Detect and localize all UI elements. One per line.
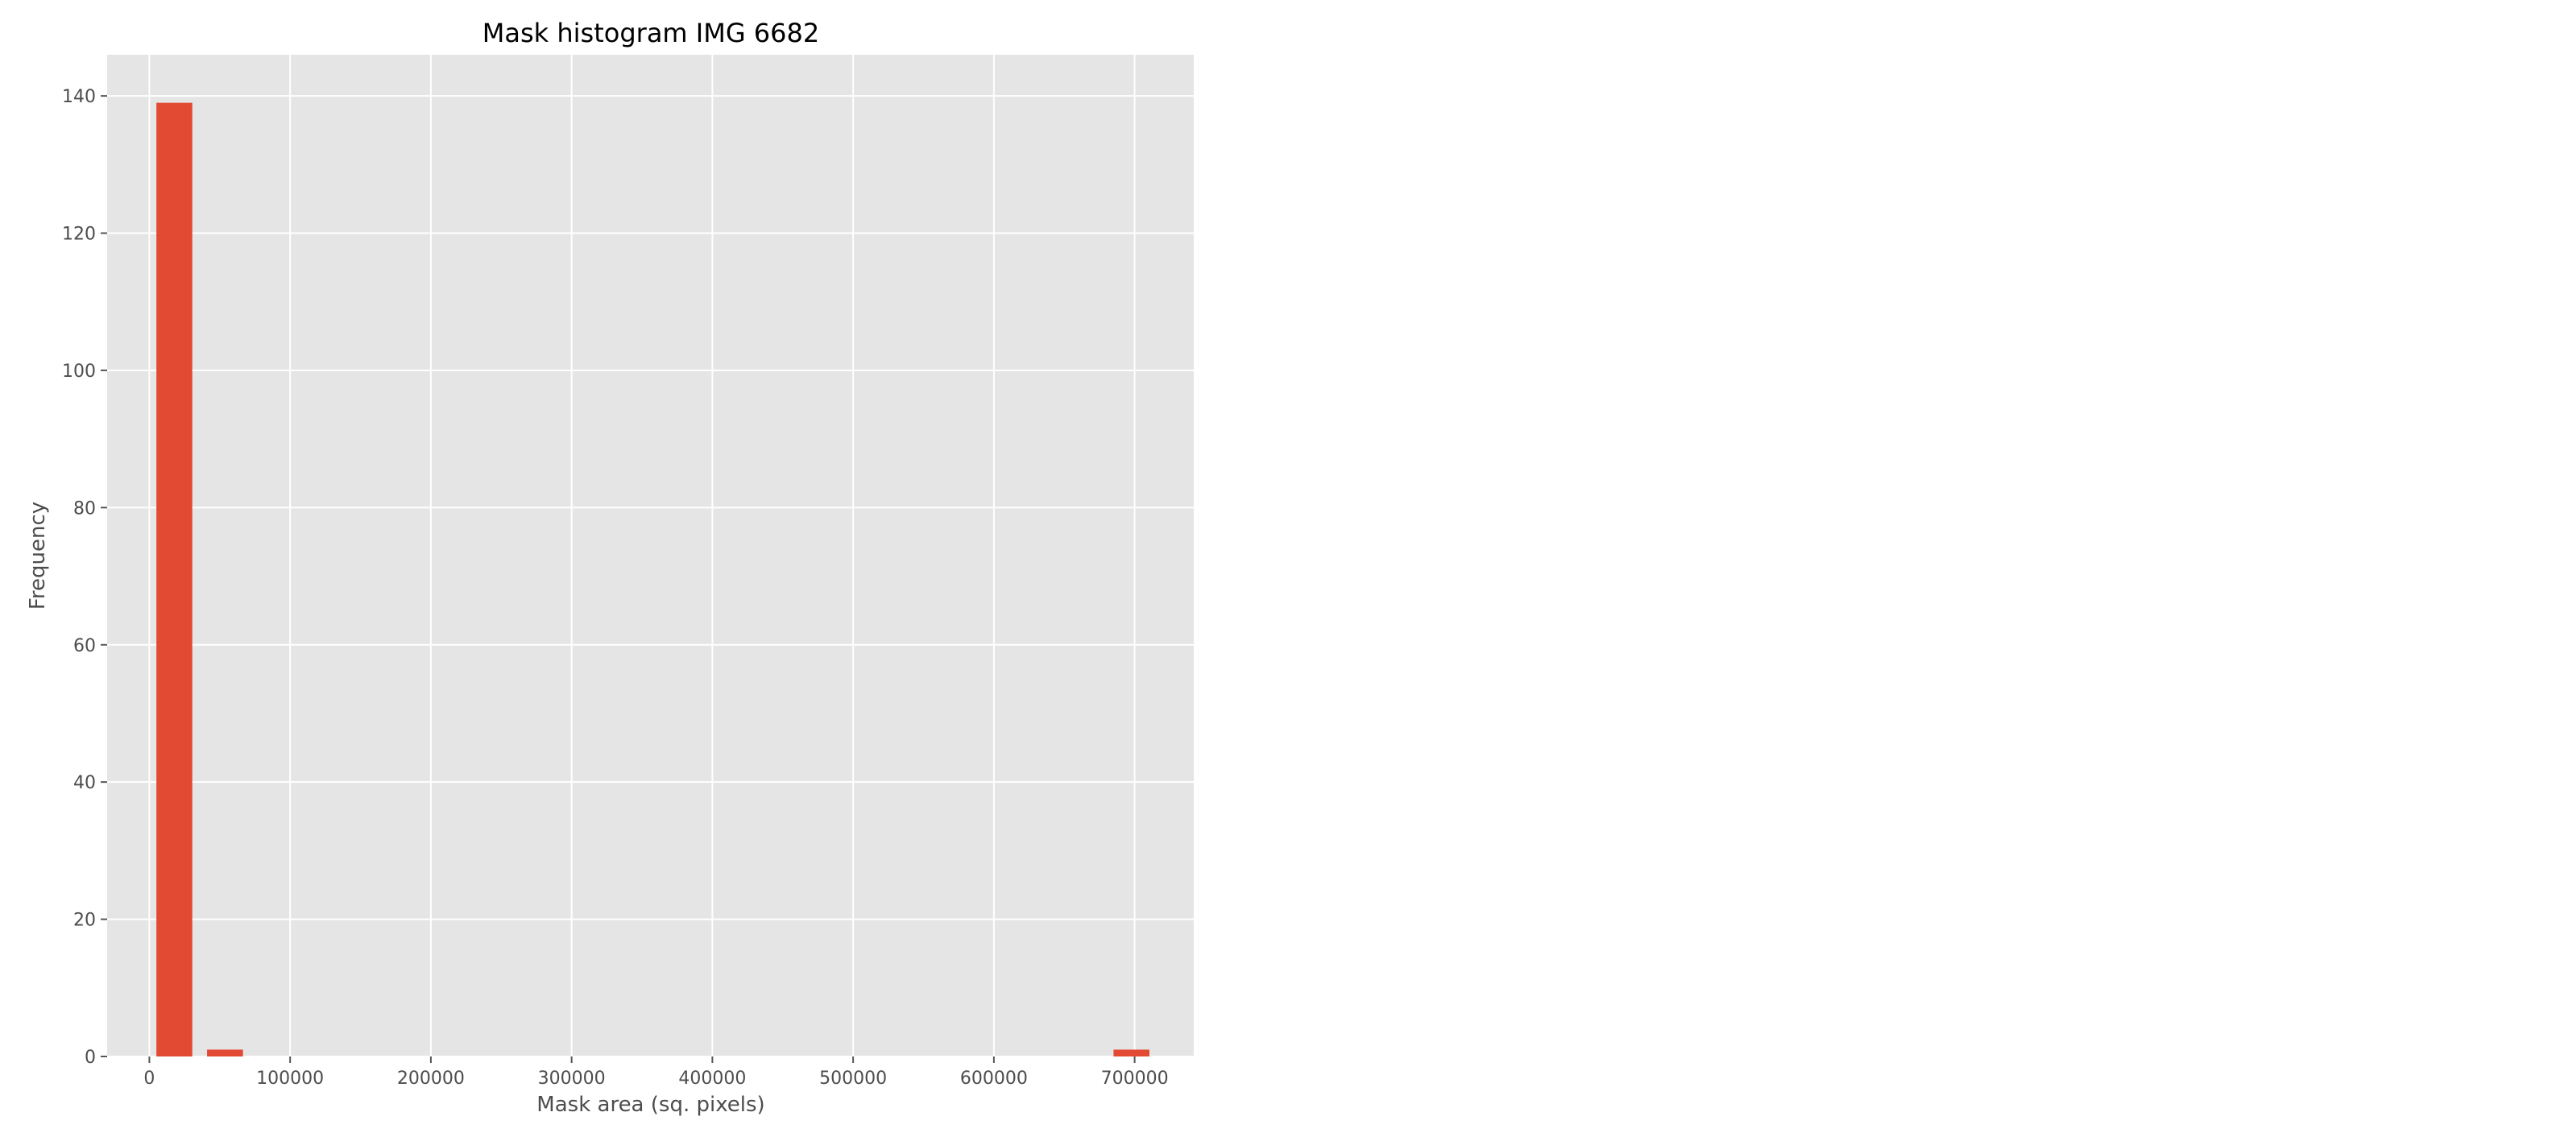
x-tick-label: 100000 bbox=[256, 1069, 324, 1089]
x-tick-label: 700000 bbox=[1101, 1069, 1169, 1089]
bars bbox=[156, 102, 1149, 1057]
x-axis-label: Mask area (sq. pixels) bbox=[536, 1093, 764, 1117]
plot-area bbox=[107, 55, 1194, 1056]
histogram-bar bbox=[1113, 1049, 1149, 1056]
x-tick-label: 200000 bbox=[397, 1069, 465, 1089]
x-tick-label: 0 bbox=[143, 1069, 155, 1089]
chart-title: Mask histogram IMG 6682 bbox=[482, 18, 819, 48]
y-tick-label: 120 bbox=[62, 225, 96, 245]
y-axis-label: Frequency bbox=[26, 502, 50, 610]
y-tick-label: 80 bbox=[73, 498, 96, 519]
x-tick-label: 300000 bbox=[538, 1069, 606, 1089]
y-tick-label: 40 bbox=[73, 773, 96, 793]
grid-lines bbox=[107, 55, 1194, 1057]
y-tick-label: 20 bbox=[73, 911, 96, 931]
y-axis-ticks: 0 20 40 60 80 100 120 140 bbox=[62, 87, 107, 1068]
x-tick-label: 500000 bbox=[819, 1069, 887, 1089]
y-tick-label: 60 bbox=[73, 636, 96, 656]
x-axis-ticks: 0 100000 200000 300000 400000 500000 600000 700… bbox=[143, 1056, 1169, 1089]
histogram-bar bbox=[156, 102, 193, 1057]
y-tick-label: 0 bbox=[85, 1048, 96, 1068]
histogram-bar bbox=[207, 1049, 243, 1056]
x-tick-label: 400000 bbox=[678, 1069, 746, 1089]
y-tick-label: 100 bbox=[62, 362, 96, 382]
x-tick-label: 600000 bbox=[960, 1069, 1028, 1089]
y-tick-label: 140 bbox=[62, 87, 96, 107]
